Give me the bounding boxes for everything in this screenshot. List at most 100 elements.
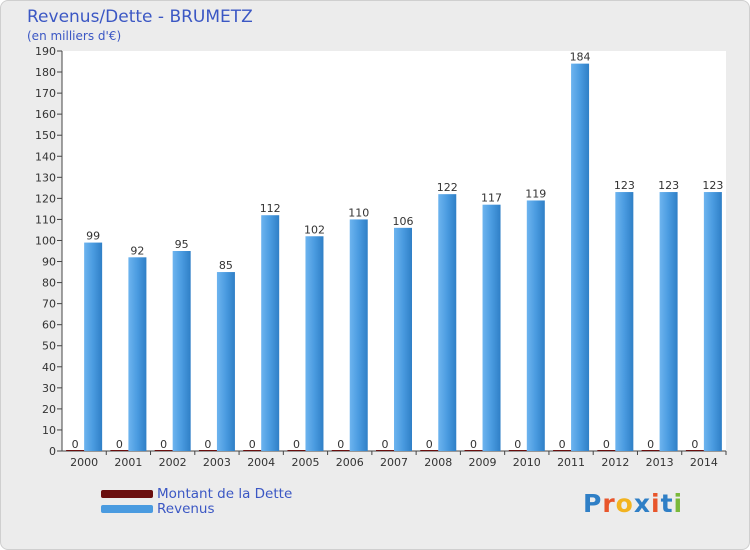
- chart-title: Revenus/Dette - BRUMETZ: [27, 7, 253, 27]
- data-label-dette: 0: [691, 438, 698, 451]
- data-label-revenus: 95: [175, 238, 189, 251]
- bar-dette: [243, 450, 262, 451]
- data-label-revenus: 122: [437, 181, 458, 194]
- bar-dette: [685, 450, 704, 451]
- y-tick-label: 70: [42, 298, 56, 311]
- bar-revenus: [349, 219, 368, 451]
- x-tick-label: 2012: [601, 456, 629, 469]
- x-tick-label: 2013: [646, 456, 674, 469]
- y-tick-label: 120: [35, 192, 56, 205]
- data-label-dette: 0: [72, 438, 79, 451]
- y-tick-label: 100: [35, 234, 56, 247]
- data-label-revenus: 85: [219, 259, 233, 272]
- bar-dette: [66, 450, 85, 451]
- bar-revenus: [659, 192, 678, 452]
- data-label-dette: 0: [204, 438, 211, 451]
- y-tick-label: 30: [42, 382, 56, 395]
- bar-dette: [641, 450, 660, 451]
- data-label-dette: 0: [647, 438, 654, 451]
- logo-letter: r: [602, 489, 616, 518]
- x-tick-label: 2003: [203, 456, 231, 469]
- x-tick-label: 2008: [424, 456, 452, 469]
- data-label-dette: 0: [160, 438, 167, 451]
- y-tick-label: 160: [35, 108, 56, 121]
- logo-letter: o: [615, 489, 634, 518]
- data-label-dette: 0: [603, 438, 610, 451]
- y-tick-label: 180: [35, 66, 56, 79]
- bar-revenus: [438, 194, 457, 451]
- data-label-revenus: 117: [481, 192, 502, 205]
- y-tick-label: 110: [35, 213, 56, 226]
- bar-revenus: [128, 257, 147, 451]
- data-label-dette: 0: [293, 438, 300, 451]
- x-tick-label: 2001: [114, 456, 142, 469]
- x-tick-label: 2010: [513, 456, 541, 469]
- data-label-revenus: 92: [130, 244, 144, 257]
- bar-dette: [198, 450, 217, 451]
- y-tick-label: 10: [42, 424, 56, 437]
- bar-dette: [508, 450, 527, 451]
- bar-dette: [287, 450, 306, 451]
- logo-letter: P: [583, 489, 603, 518]
- bar-dette: [154, 450, 173, 451]
- y-tick-label: 20: [42, 403, 56, 416]
- legend-swatch-revenus: [101, 505, 153, 513]
- data-label-revenus: 99: [86, 230, 100, 243]
- data-label-dette: 0: [249, 438, 256, 451]
- bar-dette: [464, 450, 483, 451]
- y-tick-label: 40: [42, 361, 56, 374]
- data-label-revenus: 123: [702, 179, 723, 192]
- bar-revenus: [526, 200, 545, 451]
- bar-dette: [376, 450, 394, 451]
- bar-revenus: [703, 192, 722, 452]
- bar-revenus: [216, 272, 235, 451]
- data-label-dette: 0: [426, 438, 433, 451]
- data-label-dette: 0: [470, 438, 477, 451]
- bar-dette: [331, 450, 350, 451]
- data-label-dette: 0: [514, 438, 521, 451]
- data-label-dette: 0: [559, 438, 566, 451]
- data-label-dette: 0: [337, 438, 344, 451]
- logo-letter: t: [660, 489, 674, 518]
- logo-letter: i: [651, 489, 661, 518]
- x-tick-label: 2005: [291, 456, 319, 469]
- data-label-revenus: 112: [260, 202, 281, 215]
- logo-letter: x: [633, 489, 651, 518]
- x-tick-label: 2006: [336, 456, 364, 469]
- legend-label-revenus: Revenus: [157, 501, 215, 517]
- bar-revenus: [394, 227, 412, 451]
- x-tick-label: 2011: [557, 456, 585, 469]
- bar-revenus: [84, 242, 103, 451]
- logo-letter: i: [673, 489, 684, 518]
- y-tick-label: 140: [35, 150, 56, 163]
- x-tick-label: 2009: [469, 456, 497, 469]
- x-tick-label: 2004: [247, 456, 275, 469]
- y-tick-label: 190: [35, 45, 56, 58]
- bar-dette: [420, 450, 439, 451]
- data-label-revenus: 123: [658, 179, 679, 192]
- bar-revenus: [571, 63, 590, 451]
- chart-subtitle: (en milliers d'€): [27, 29, 122, 43]
- legend-swatch-dette: [101, 490, 153, 498]
- bar-dette: [553, 450, 572, 451]
- data-label-revenus: 119: [525, 187, 546, 200]
- bar-revenus: [172, 251, 191, 451]
- bar-dette: [110, 450, 129, 451]
- bar-revenus: [305, 236, 324, 451]
- y-tick-label: 90: [42, 256, 56, 269]
- y-tick-label: 130: [35, 171, 56, 184]
- x-tick-label: 2007: [380, 456, 408, 469]
- y-tick-label: 60: [42, 319, 56, 332]
- legend-label-dette: Montant de la Dette: [157, 486, 293, 502]
- data-label-revenus: 184: [570, 51, 591, 64]
- bar-revenus: [482, 204, 501, 451]
- y-tick-label: 150: [35, 129, 56, 142]
- data-label-revenus: 106: [393, 215, 414, 228]
- data-label-dette: 0: [116, 438, 123, 451]
- x-tick-label: 2000: [70, 456, 98, 469]
- data-label-dette: 0: [382, 438, 389, 451]
- data-label-revenus: 110: [348, 206, 369, 219]
- x-tick-label: 2002: [159, 456, 187, 469]
